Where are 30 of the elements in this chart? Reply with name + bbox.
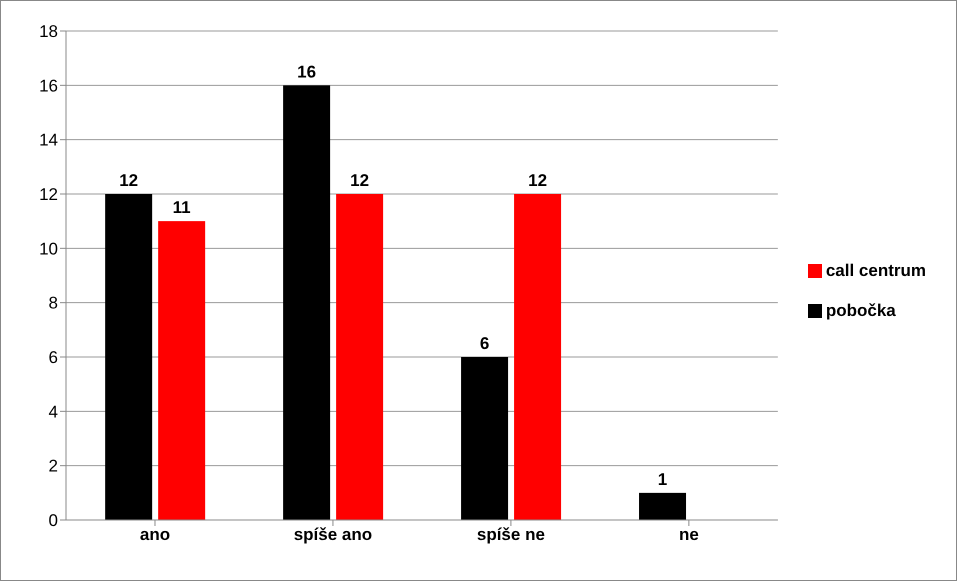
y-tick-label: 8 <box>48 294 58 313</box>
bar <box>461 357 508 520</box>
bar <box>336 194 384 520</box>
data-label: 11 <box>172 198 191 218</box>
x-tick-label: spíše ano <box>294 525 372 544</box>
x-tick-label: spíše ne <box>476 525 545 544</box>
x-tick-label: ne <box>678 525 699 544</box>
data-label: 12 <box>119 171 138 190</box>
y-tick-label: 16 <box>39 76 58 96</box>
y-tick-label: 18 <box>39 22 58 42</box>
bar <box>283 85 330 520</box>
y-tick-label: 10 <box>39 239 58 258</box>
x-tick-label: ano <box>140 525 170 544</box>
y-tick-label: 4 <box>48 402 58 422</box>
data-label: 1 <box>658 470 668 489</box>
legend-label: pobočka <box>826 300 896 320</box>
data-label: 6 <box>480 334 490 353</box>
y-tick-label: 12 <box>39 185 58 204</box>
bar <box>105 194 152 520</box>
bar <box>158 221 206 520</box>
data-label: 12 <box>528 171 548 190</box>
y-tick-label: 6 <box>48 348 58 368</box>
bar <box>639 492 686 520</box>
data-label: 16 <box>297 62 316 82</box>
y-tick-label: 2 <box>48 456 58 476</box>
data-label: 12 <box>350 171 370 190</box>
legend-label: call centrum <box>826 260 926 280</box>
y-tick-label: 14 <box>39 130 58 150</box>
y-tick-label: 0 <box>48 511 58 530</box>
bar <box>514 194 562 520</box>
